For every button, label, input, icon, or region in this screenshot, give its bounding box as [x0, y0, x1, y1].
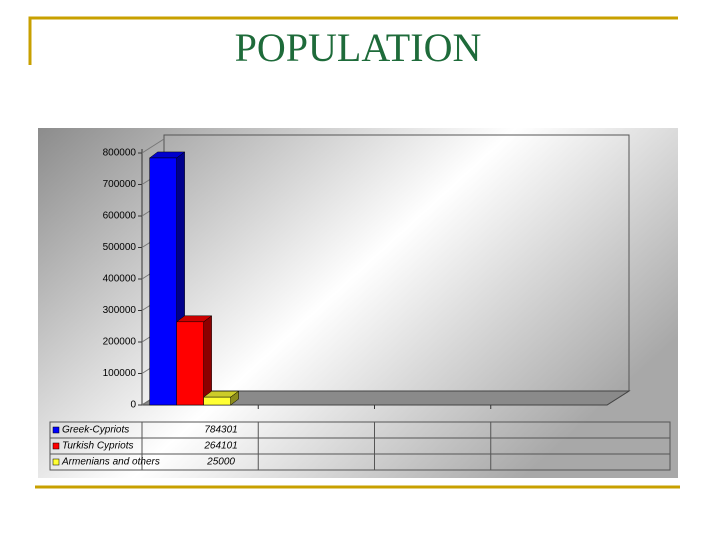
- y-tick-label: 600000: [103, 211, 137, 222]
- chart-area: [38, 128, 678, 478]
- y-tick-depth: [141, 138, 165, 154]
- table-value: 784301: [204, 425, 237, 436]
- bar: [149, 157, 177, 406]
- y-tick-label: 200000: [103, 337, 137, 348]
- y-tick-label: 0: [130, 400, 136, 411]
- legend-label: Armenians and others: [61, 457, 160, 468]
- slide-title: POPULATION: [235, 25, 482, 70]
- legend-key: [52, 426, 60, 434]
- y-tick-label: 500000: [103, 242, 137, 253]
- table-value: 264101: [203, 441, 237, 452]
- legend-key: [52, 458, 60, 466]
- bar-side: [203, 315, 212, 406]
- bar: [176, 321, 204, 406]
- y-tick-label: 300000: [103, 305, 137, 316]
- y-tick-label: 700000: [103, 179, 137, 190]
- y-tick-label: 100000: [103, 368, 137, 379]
- bar: [203, 396, 231, 406]
- legend-label: Greek-Cypriots: [62, 425, 129, 436]
- frame-line: [28, 16, 678, 65]
- data-table: [49, 421, 671, 471]
- legend-label: Turkish Cypriots: [62, 441, 134, 452]
- y-tick-label: 800000: [103, 148, 137, 159]
- y-tick-label: 400000: [103, 274, 137, 285]
- table-value: 25000: [206, 457, 235, 468]
- legend-key: [52, 442, 60, 450]
